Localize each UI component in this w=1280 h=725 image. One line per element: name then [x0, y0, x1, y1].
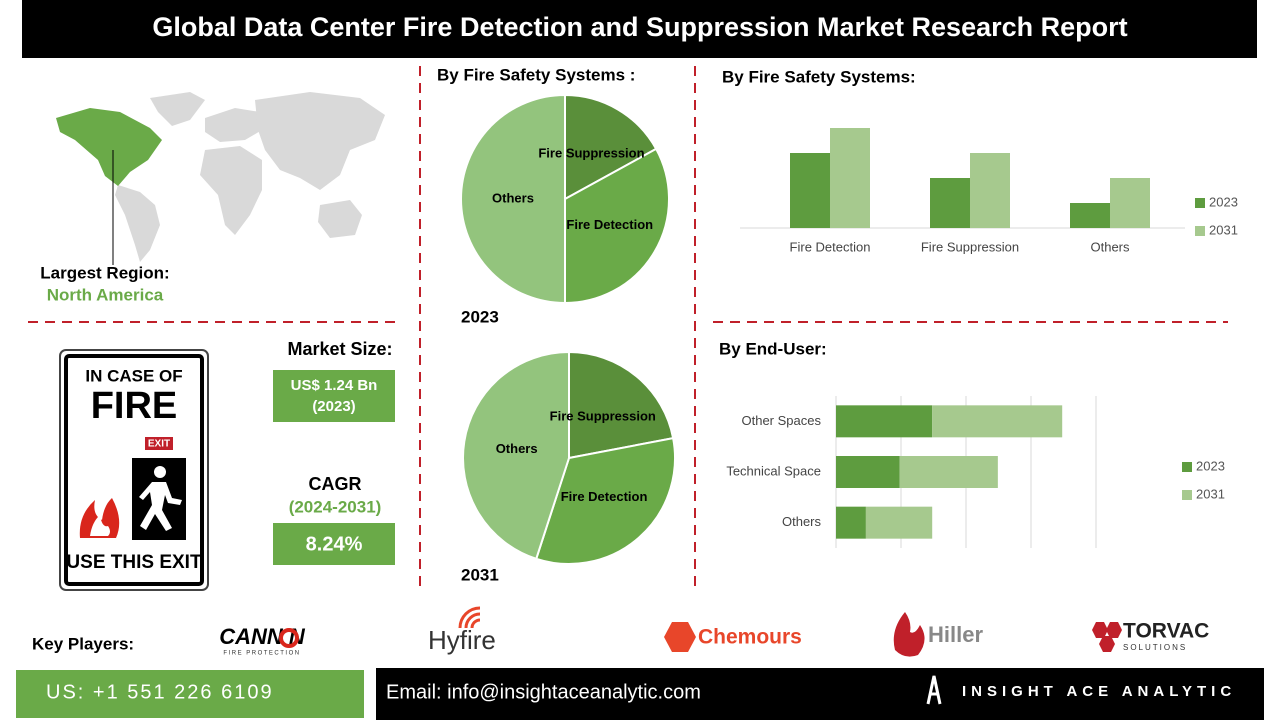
bar — [930, 178, 970, 228]
bar — [836, 456, 900, 488]
sign-text: USE THIS EXIT — [66, 552, 202, 573]
logo-hiller: Hiller — [928, 622, 983, 647]
world-map — [56, 92, 385, 265]
email: Email: info@insightaceanalytic.com — [386, 681, 701, 703]
bar — [865, 506, 933, 539]
section-title: By Fire Safety Systems : — [437, 65, 635, 84]
market-size-value: US$ 1.24 Bn — [291, 377, 378, 394]
logo-hyfire: Hyfire — [428, 625, 496, 655]
bar — [790, 153, 830, 228]
pie-year: 2031 — [461, 565, 499, 584]
logo-torvac: TORVAC — [1123, 620, 1209, 643]
x-tick-label: Fire Detection — [790, 239, 871, 254]
flame-icon — [79, 498, 120, 538]
x-tick-label: Others — [1090, 239, 1130, 254]
brand: INSIGHT ACE ANALYTIC — [962, 683, 1236, 700]
legend-label: 2031 — [1196, 486, 1225, 501]
phone: US: +1 551 226 6109 — [46, 681, 274, 703]
y-tick-label: Other Spaces — [742, 413, 822, 428]
legend-swatch — [1182, 462, 1192, 472]
slice-label: Fire Detection — [561, 489, 648, 504]
logo-icon — [1092, 622, 1122, 652]
logo-icon — [664, 622, 696, 652]
logo-torvac-sub: SOLUTIONS — [1123, 643, 1187, 652]
cagr-box — [273, 523, 395, 565]
slice-label: Others — [496, 441, 538, 456]
bar — [970, 153, 1010, 228]
y-tick-label: Technical Space — [726, 463, 821, 478]
region-value: North America — [47, 285, 164, 304]
bar — [830, 128, 870, 228]
sign-border — [64, 354, 204, 586]
pie-slice — [564, 93, 658, 201]
legend-swatch — [1195, 198, 1205, 208]
pie-slice — [564, 147, 670, 305]
slice-label: Fire Suppression — [538, 146, 644, 161]
bar — [836, 506, 866, 539]
chart-title: By Fire Safety Systems: — [722, 67, 916, 86]
slice-label: Others — [492, 190, 534, 205]
bar — [1070, 203, 1110, 228]
page-title: Global Data Center Fire Detection and Su… — [152, 12, 1127, 42]
legend-label: 2023 — [1209, 194, 1238, 209]
bar — [899, 456, 998, 488]
region-label: Largest Region: — [40, 263, 169, 282]
bar — [1110, 178, 1150, 228]
legend-label: 2023 — [1196, 458, 1225, 473]
market-size-box — [273, 370, 395, 422]
bar — [932, 405, 1063, 438]
key-players-label: Key Players: — [32, 634, 134, 653]
cagr-label: CAGR — [309, 474, 362, 494]
pie-slice — [568, 350, 675, 460]
legend-swatch — [1195, 226, 1205, 236]
legend-label: 2031 — [1209, 222, 1238, 237]
bar — [836, 405, 933, 438]
pie-slice — [462, 350, 570, 561]
flame-icon — [90, 515, 110, 536]
header-bar — [22, 0, 1257, 58]
sign-text: IN CASE OF — [85, 366, 182, 385]
exit-box — [145, 437, 173, 450]
pie-year: 2023 — [461, 307, 499, 326]
legend-swatch — [1182, 490, 1192, 500]
market-size-label: Market Size: — [287, 339, 392, 359]
phone-bar — [16, 670, 364, 718]
logo-icon — [279, 628, 299, 648]
runner — [139, 466, 182, 531]
footer-bar — [376, 668, 1264, 720]
cagr-period: (2024-2031) — [289, 497, 382, 516]
logo-cannon-sub: FIRE PROTECTION — [223, 651, 300, 657]
slice-label: Fire Suppression — [550, 409, 656, 424]
pie-slice — [460, 93, 566, 305]
market-size-year: (2023) — [312, 398, 355, 415]
logo-chemours: Chemours — [698, 626, 802, 649]
slice-label: Fire Detection — [566, 217, 653, 232]
chart-title: By End-User: — [719, 339, 827, 358]
cagr-value: 8.24% — [306, 533, 363, 555]
logo-icon — [458, 606, 481, 629]
logo-icon — [893, 612, 925, 657]
sign-text: FIRE — [91, 385, 178, 427]
pie-slice — [534, 436, 676, 565]
sign-text: EXIT — [148, 439, 170, 450]
x-tick-label: Fire Suppression — [921, 239, 1019, 254]
brand-icon — [926, 675, 942, 705]
y-tick-label: Others — [782, 514, 822, 529]
